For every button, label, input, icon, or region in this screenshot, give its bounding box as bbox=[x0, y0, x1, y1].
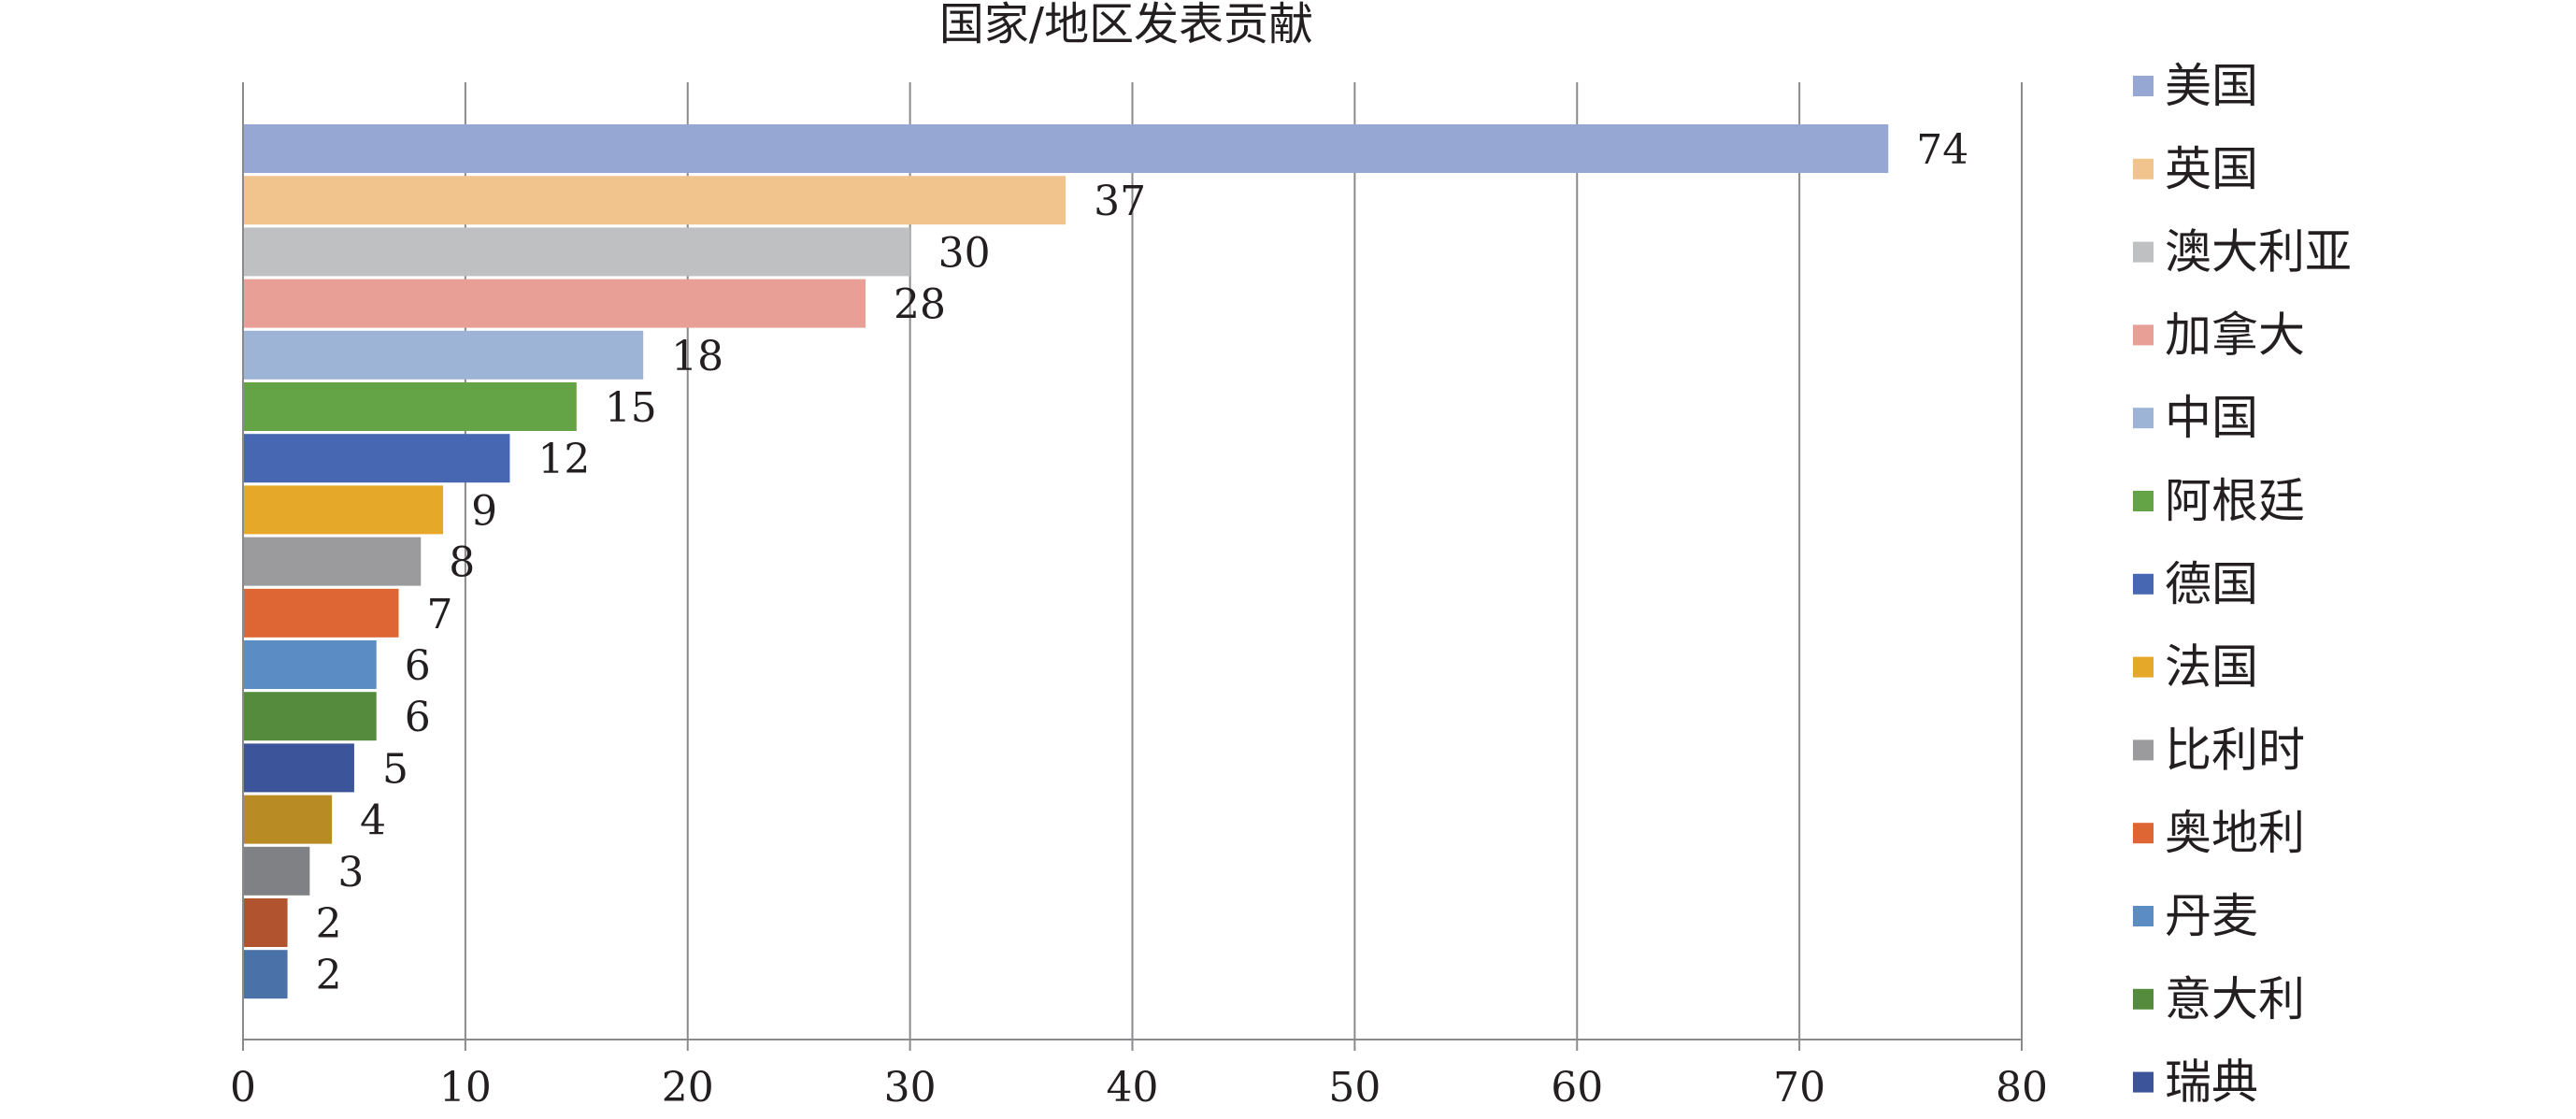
legend-label: 奥地利 bbox=[2165, 806, 2305, 860]
legend-swatch bbox=[2133, 656, 2154, 678]
legend-label: 法国 bbox=[2165, 640, 2258, 695]
chart-title: 国家/地区发表贡献 bbox=[939, 0, 1313, 50]
gridlines bbox=[464, 82, 2023, 1040]
data-label: 5 bbox=[382, 745, 408, 793]
bar bbox=[243, 950, 288, 999]
bar bbox=[243, 743, 354, 793]
legend-label: 中国 bbox=[2165, 391, 2258, 445]
x-tick-label: 50 bbox=[1328, 1064, 1381, 1112]
bar bbox=[243, 124, 1889, 173]
legend-swatch bbox=[2133, 1071, 2154, 1093]
data-label: 8 bbox=[449, 539, 475, 587]
bar bbox=[243, 382, 577, 431]
bar bbox=[243, 330, 644, 380]
legend-swatch bbox=[2133, 906, 2154, 926]
data-label: 6 bbox=[405, 694, 431, 741]
data-label: 7 bbox=[427, 591, 453, 638]
bar bbox=[243, 176, 1066, 225]
data-label: 12 bbox=[537, 436, 590, 483]
bar bbox=[243, 434, 510, 483]
x-tick-label: 20 bbox=[662, 1064, 714, 1112]
data-label: 3 bbox=[337, 849, 364, 897]
x-tick-label: 70 bbox=[1773, 1064, 1825, 1112]
bar bbox=[243, 227, 910, 277]
legend-swatch bbox=[2133, 988, 2154, 1010]
legend-swatch bbox=[2133, 408, 2154, 429]
bar bbox=[243, 640, 377, 689]
data-label: 6 bbox=[405, 642, 431, 690]
legend-label: 澳大利亚 bbox=[2165, 225, 2352, 280]
legend-swatch bbox=[2133, 739, 2154, 761]
legend-label: 瑞典 bbox=[2165, 1055, 2258, 1110]
x-tick-label: 80 bbox=[1996, 1064, 2048, 1112]
bar bbox=[243, 588, 399, 638]
legend-label: 英国 bbox=[2165, 142, 2258, 196]
bars bbox=[243, 124, 1889, 999]
legend-label: 加拿大 bbox=[2165, 308, 2305, 362]
data-label: 37 bbox=[1094, 178, 1146, 225]
data-label: 4 bbox=[360, 797, 386, 845]
x-tick-label: 60 bbox=[1551, 1064, 1603, 1112]
bar bbox=[243, 692, 377, 741]
x-tick-label: 40 bbox=[1107, 1064, 1159, 1112]
x-tick-label: 0 bbox=[230, 1064, 256, 1112]
legend-label: 比利时 bbox=[2165, 723, 2305, 777]
legend-swatch bbox=[2133, 823, 2154, 844]
data-label: 15 bbox=[605, 384, 657, 432]
x-axis: 0 10 20 30 40 50 60 70 80 bbox=[230, 82, 2048, 1112]
data-label: 2 bbox=[316, 900, 342, 948]
data-label: 74 bbox=[1916, 126, 1968, 174]
legend-swatch bbox=[2133, 573, 2154, 595]
bar bbox=[243, 485, 444, 535]
data-label: 9 bbox=[471, 487, 497, 535]
legend-swatch bbox=[2133, 324, 2154, 346]
legend-label: 意大利 bbox=[2165, 972, 2305, 1026]
legend-label: 阿根廷 bbox=[2165, 474, 2305, 528]
data-label: 30 bbox=[938, 229, 991, 277]
legend-swatch bbox=[2133, 76, 2154, 96]
x-tick-label: 10 bbox=[439, 1064, 492, 1112]
legend-label: 美国 bbox=[2165, 59, 2258, 113]
bar bbox=[243, 898, 288, 947]
data-label: 18 bbox=[671, 333, 723, 380]
bar bbox=[243, 795, 333, 844]
legend-swatch bbox=[2133, 491, 2154, 511]
legend-swatch bbox=[2133, 241, 2154, 263]
bar bbox=[243, 846, 310, 896]
data-label: 28 bbox=[894, 281, 946, 329]
bar bbox=[243, 537, 422, 586]
legend-label: 丹麦 bbox=[2165, 889, 2258, 943]
data-label: 2 bbox=[316, 952, 342, 999]
legend-swatch bbox=[2133, 158, 2154, 179]
legend-label: 德国 bbox=[2165, 557, 2258, 611]
bar bbox=[243, 279, 866, 328]
x-tick-label: 30 bbox=[884, 1064, 937, 1112]
